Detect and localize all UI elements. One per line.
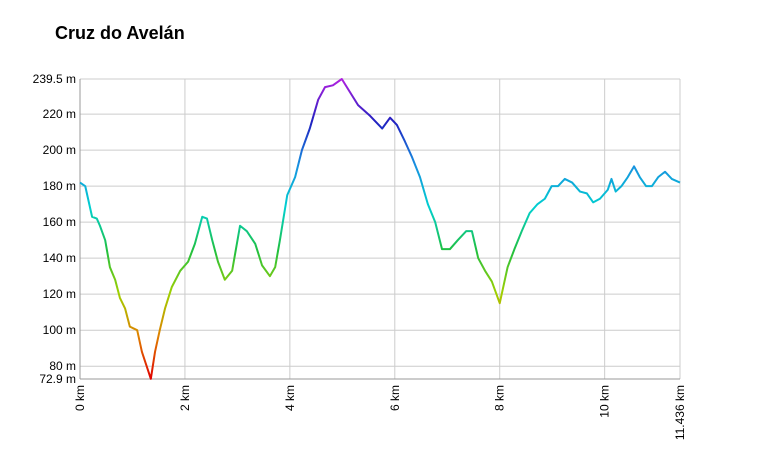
- x-tick-label: 2 km: [178, 385, 192, 411]
- x-tick-label: 10 km: [598, 385, 612, 418]
- x-tick-label: 8 km: [493, 385, 507, 411]
- y-tick-label: 80 m: [49, 359, 76, 373]
- x-tick-label: 4 km: [283, 385, 297, 411]
- x-tick-label: 0 km: [73, 385, 87, 411]
- y-tick-label: 180 m: [43, 179, 76, 193]
- y-tick-label: 220 m: [43, 107, 76, 121]
- x-tick-label: 11.436 km: [673, 385, 687, 440]
- y-tick-label: 239.5 m: [33, 72, 76, 86]
- y-tick-label: 100 m: [43, 323, 76, 337]
- chart-title: Cruz do Avelán: [55, 23, 185, 43]
- y-tick-label: 160 m: [43, 215, 76, 229]
- x-tick-label: 6 km: [388, 385, 402, 411]
- y-tick-label: 140 m: [43, 251, 76, 265]
- elevation-line: [79, 78, 681, 380]
- y-tick-label: 120 m: [43, 287, 76, 301]
- y-tick-label: 72.9 m: [39, 372, 76, 386]
- y-tick-label: 200 m: [43, 143, 76, 157]
